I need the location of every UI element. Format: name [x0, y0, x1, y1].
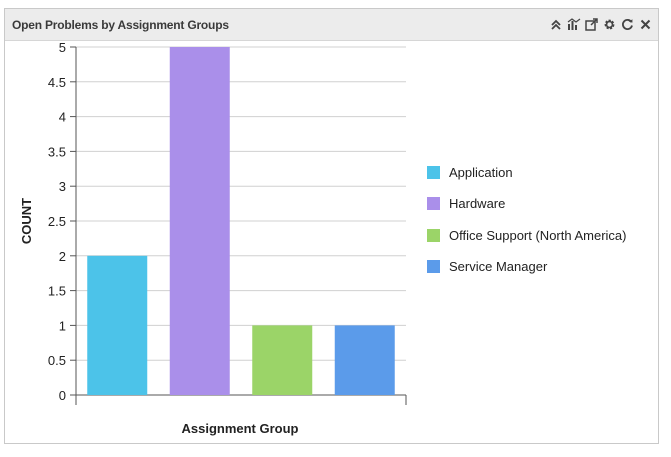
y-tick-label: 3.5	[48, 144, 66, 159]
refresh-icon[interactable]	[620, 17, 635, 32]
y-tick-label: 1.5	[48, 284, 66, 299]
y-tick-label: 1	[59, 318, 66, 333]
bar-2	[169, 47, 230, 395]
chart-type-icon[interactable]	[566, 17, 581, 32]
y-tick-label: 4	[59, 110, 66, 125]
widget-title: Open Problems by Assignment Groups	[12, 17, 229, 32]
widget-toolbar	[548, 17, 658, 32]
bar-3	[252, 325, 313, 395]
y-axis-title: COUNT	[19, 198, 34, 244]
y-tick-label: 0	[59, 388, 66, 403]
y-tick-label: 2	[59, 249, 66, 264]
collapse-icon[interactable]	[548, 17, 563, 32]
bar-4	[334, 325, 395, 395]
y-tick-label: 4.5	[48, 75, 66, 90]
close-icon[interactable]	[638, 17, 653, 32]
bar-1	[87, 255, 148, 395]
y-tick-label: 2.5	[48, 214, 66, 229]
popout-icon[interactable]	[584, 17, 599, 32]
y-tick-label: 3	[59, 179, 66, 194]
y-tick-label: 5	[59, 40, 66, 55]
widget-header: Open Problems by Assignment Groups	[5, 9, 658, 41]
settings-icon[interactable]	[602, 17, 617, 32]
y-tick-label: 0.5	[48, 353, 66, 368]
x-axis-title: Assignment Group	[181, 421, 298, 436]
